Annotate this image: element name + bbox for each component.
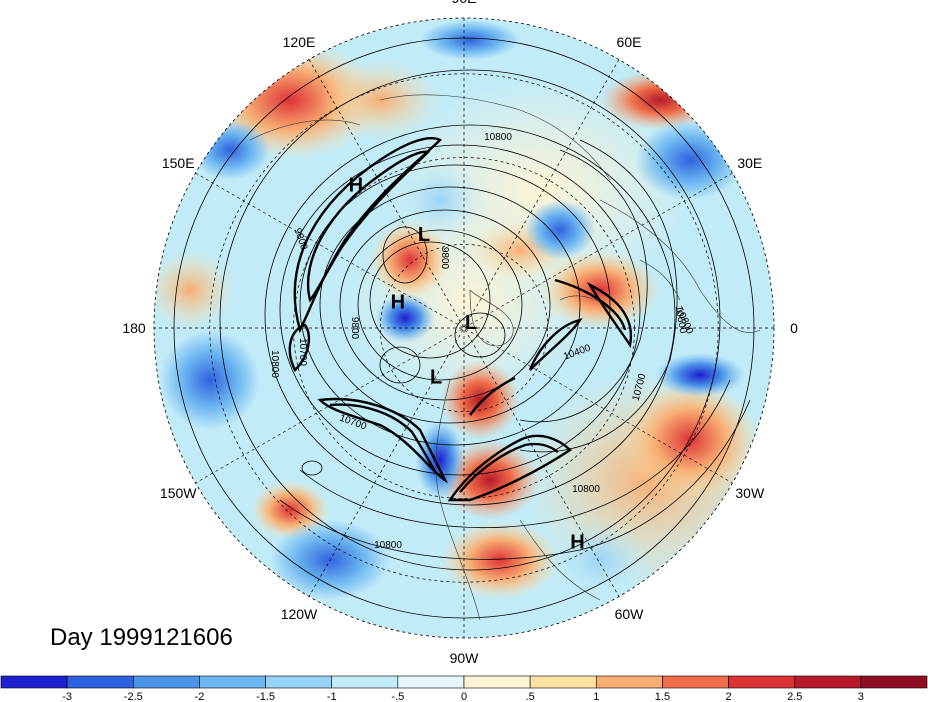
longitude-label: 60E — [617, 34, 642, 50]
longitude-label: 150W — [160, 485, 197, 501]
colorbar-tick-label: 3 — [858, 691, 864, 702]
contour-value-label: 10800 — [572, 484, 600, 495]
geopotential-contours — [173, 37, 755, 619]
colorbar-swatch — [0, 675, 68, 689]
longitude-label: 90E — [452, 0, 477, 6]
longitude-label: 60W — [615, 606, 645, 622]
contour-value-label: 10800 — [269, 350, 280, 378]
longitude-label: 150E — [162, 155, 195, 171]
colorbar-tick-label: 0 — [461, 691, 467, 702]
latitude-circle — [379, 243, 549, 413]
colorbar-tick-label: -2 — [195, 691, 205, 702]
high-pressure-label: H — [391, 291, 405, 313]
colorbar-swatch — [794, 675, 862, 689]
colorbar-swatch — [463, 675, 531, 689]
coastlines — [249, 94, 761, 621]
contour-value-label: 10800 — [484, 132, 512, 143]
longitude-label: 0 — [790, 320, 798, 336]
longitude-labels: 90E 60E 30E 0 30W 60W 90W 120W 150W 180 150E 120E — [122, 0, 798, 666]
colorbar-tick-label: .5 — [526, 691, 535, 702]
colorbar-tick-label: -.5 — [391, 691, 404, 702]
longitude-label: 30E — [737, 155, 762, 171]
colorbar-swatch — [132, 675, 200, 689]
meridian-line — [308, 59, 620, 597]
low-pressure-label: L — [418, 224, 430, 246]
colorbar-tick-label: 1.5 — [655, 691, 670, 702]
low-pressure-label: L — [465, 312, 477, 334]
latitude-circle — [293, 157, 635, 499]
colorbar-swatch — [728, 675, 796, 689]
colorbar-swatch — [662, 675, 729, 689]
colorbar-tick-label: -1 — [327, 691, 337, 702]
graticule-lines — [154, 18, 774, 638]
contour-value-label: 10600 — [673, 305, 689, 335]
contour-value-label: 10800 — [374, 540, 402, 551]
colorbar: -3 -2.5 -2 -1.5 -1 -.5 0 .5 1 1.5 2 2.5 3 — [0, 675, 928, 702]
map-boundary — [153, 17, 775, 639]
latitude-circle — [209, 73, 719, 583]
meridian-line — [308, 59, 620, 597]
contour-value-label: 10700 — [297, 338, 308, 366]
colorbar-swatch — [860, 675, 928, 689]
longitude-label: 120W — [281, 606, 318, 622]
colorbar-swatch — [199, 675, 266, 689]
high-pressure-label: H — [570, 531, 584, 553]
colorbar-tick-label: 2.5 — [787, 691, 802, 702]
colorbar-tick-label: -1.5 — [256, 691, 275, 702]
high-pressure-label: H — [349, 174, 363, 196]
colorbar-swatch — [331, 675, 399, 689]
contour-value-label: 9800 — [439, 247, 450, 270]
longitude-label: 90W — [450, 650, 480, 666]
colorbar-tick-label: -3 — [62, 691, 72, 702]
longitude-label: 120E — [283, 34, 316, 50]
low-pressure-label: L — [430, 366, 442, 388]
colorbar-swatch — [397, 675, 465, 689]
jet-stream-contours — [288, 137, 633, 502]
colorbar-tick-label: 1 — [593, 691, 599, 702]
contour-value-label: 9800 — [349, 317, 360, 340]
meridian-line — [195, 172, 733, 484]
colorbar-tick-label: -2.5 — [124, 691, 143, 702]
day-title: Day 1999121606 — [50, 624, 233, 651]
colorbar-tick-label: 2 — [726, 691, 732, 702]
colorbar-swatch — [529, 675, 597, 689]
pressure-center-labels: H L H L L H — [349, 174, 585, 553]
longitude-label: 180 — [122, 320, 146, 336]
colorbar-swatch — [595, 675, 663, 689]
colorbar-swatch — [265, 675, 333, 689]
meridian-line — [195, 172, 733, 484]
colorbar-swatch — [66, 675, 134, 689]
longitude-label: 30W — [735, 485, 765, 501]
